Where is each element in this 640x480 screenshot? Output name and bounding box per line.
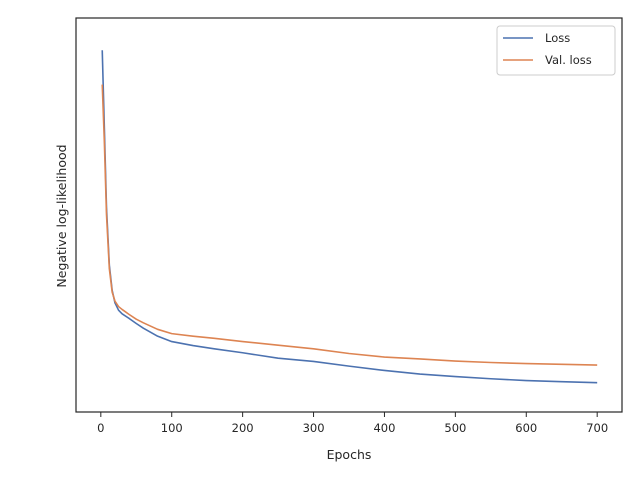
series-layer [101, 50, 598, 384]
x-tick-label: 700 [586, 421, 608, 435]
x-tick-label: 300 [303, 421, 325, 435]
series-line-val-loss [101, 84, 598, 366]
legend-label-loss: Loss [545, 31, 570, 45]
plot-area [76, 18, 622, 412]
x-tick-label: 200 [232, 421, 254, 435]
x-axis-ticks: 0 100 200 300 400 500 600 700 [97, 412, 608, 435]
legend: Loss Val. loss [496, 25, 616, 76]
x-tick-label: 400 [373, 421, 395, 435]
x-tick-label: 500 [444, 421, 466, 435]
x-tick-label: 100 [161, 421, 183, 435]
plot-frame [75, 17, 623, 413]
x-axis-label: Epochs [327, 447, 372, 462]
y-axis-label: Negative log-likelihood [54, 144, 69, 287]
legend-label-val-loss: Val. loss [545, 53, 592, 67]
x-tick-label: 0 [97, 421, 104, 435]
x-tick-label: 600 [515, 421, 537, 435]
